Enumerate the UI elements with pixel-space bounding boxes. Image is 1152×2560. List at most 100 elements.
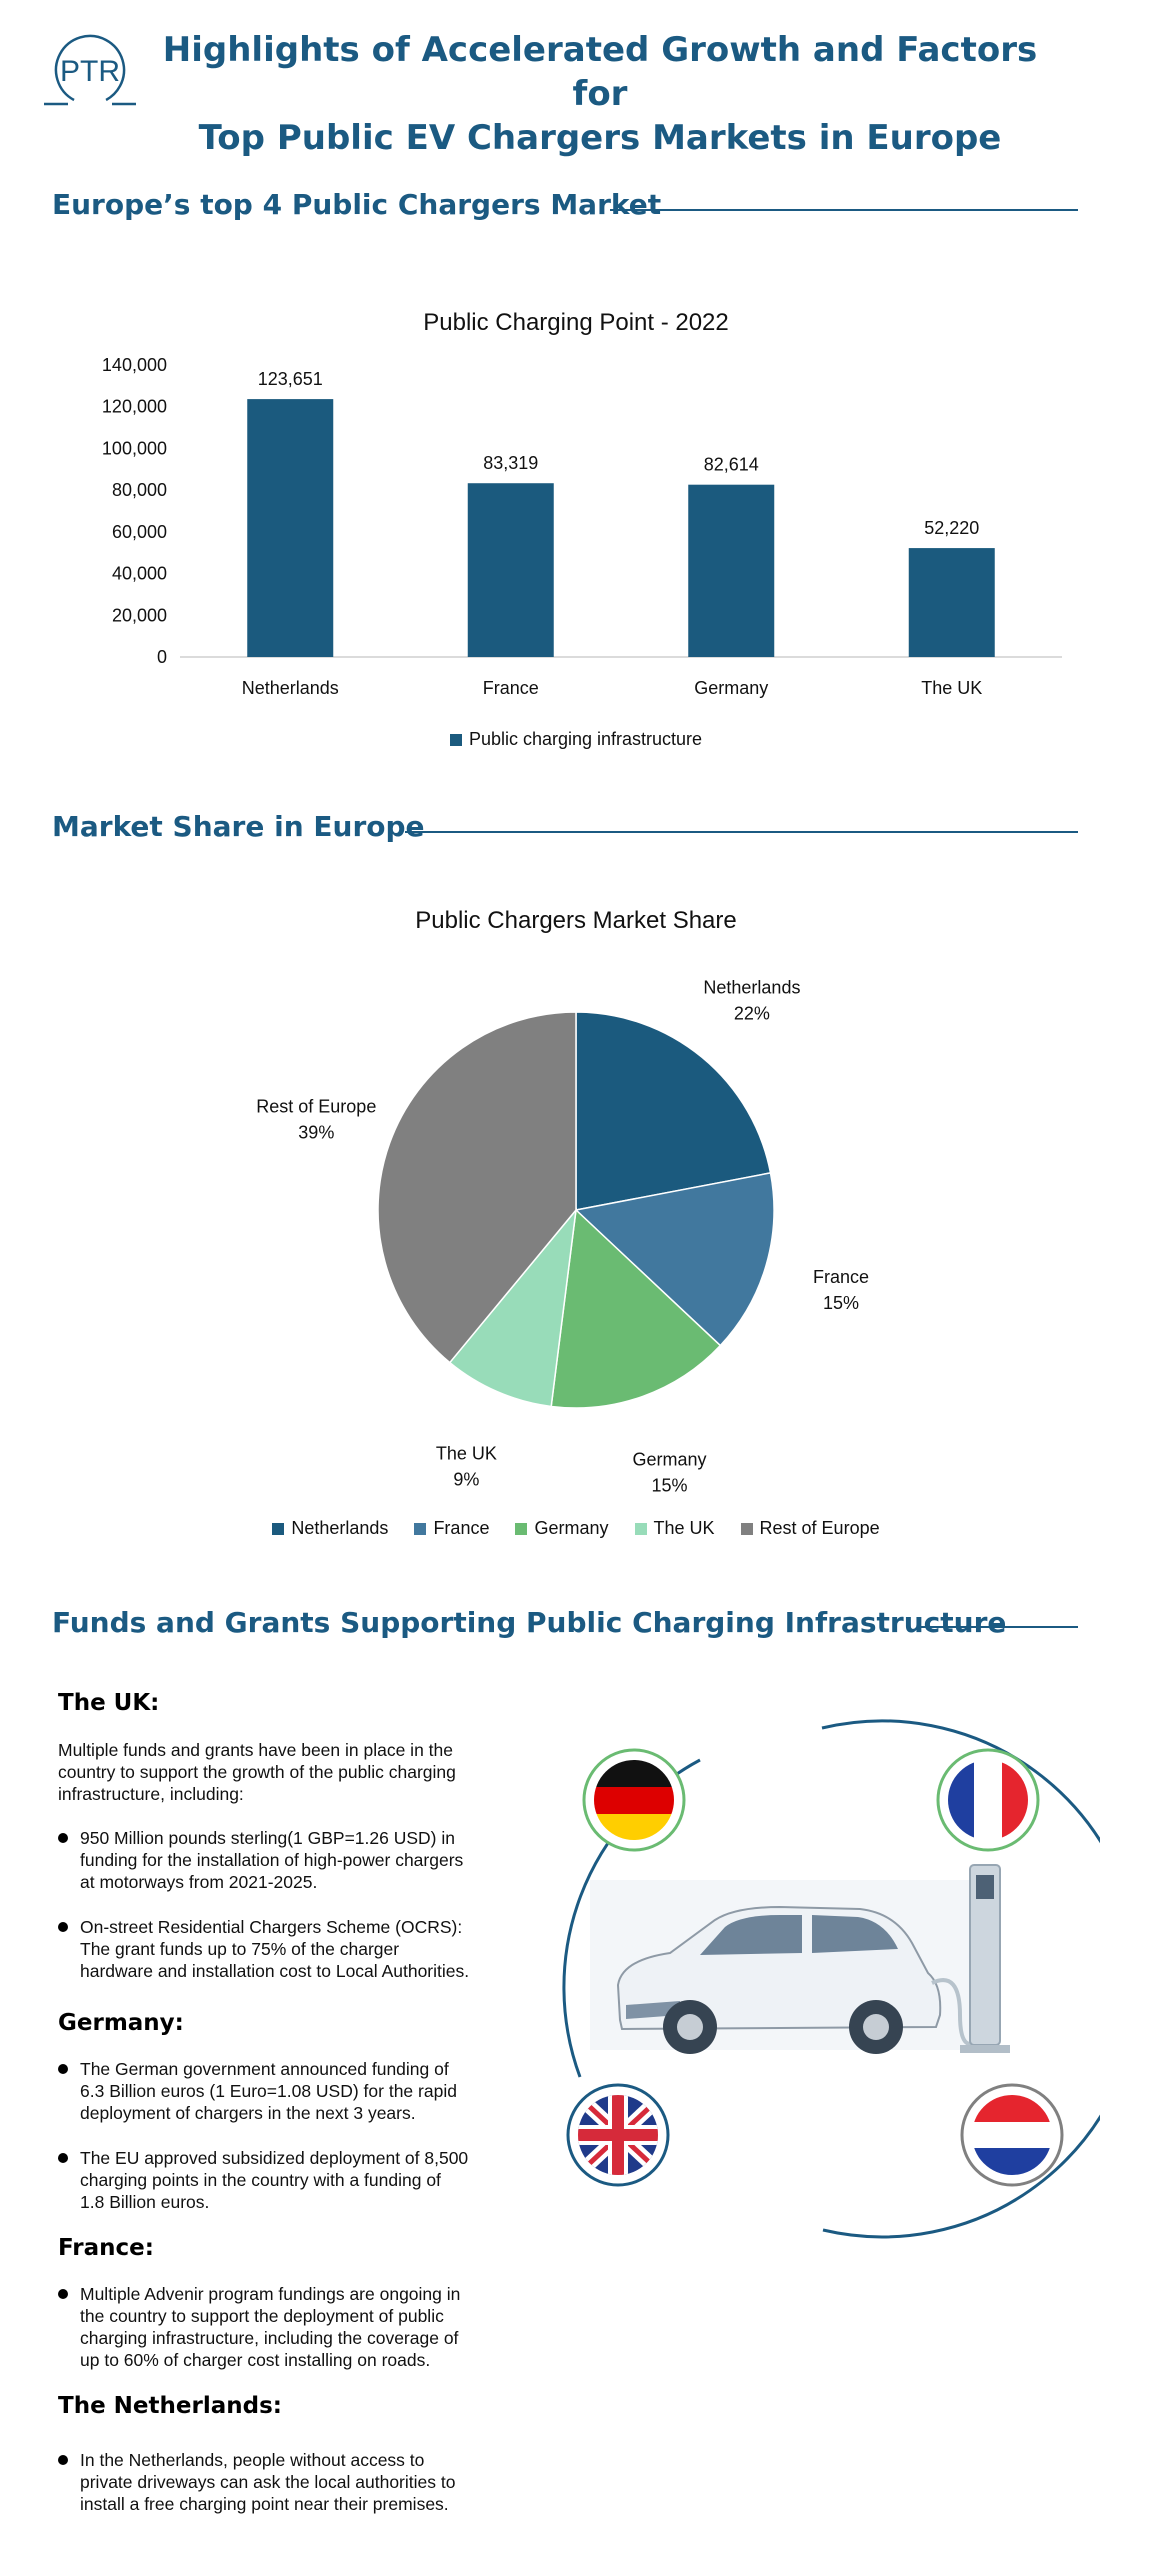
legend-swatch <box>414 1522 427 1535</box>
pie-chart-title: Public Chargers Market Share <box>415 907 736 934</box>
header: PTR Highlights of Accelerated Growth and… <box>0 0 1152 158</box>
legend-item-rest-of-europe: Rest of Europe <box>740 1518 880 1539</box>
legend-label: Germany <box>534 1518 609 1538</box>
bar-netherlands <box>247 399 334 657</box>
legend-item-germany: Germany <box>515 1518 609 1539</box>
germany-bullets: The German government announced funding … <box>58 2058 498 2213</box>
bullet-item: 950 Million pounds sterling(1 GBP=1.26 U… <box>58 1827 498 1893</box>
bullet-line: 950 Million pounds sterling(1 GBP=1.26 U… <box>80 1828 455 1848</box>
bullet-item: The EU approved subsidized deployment of… <box>58 2147 498 2213</box>
legend-swatch <box>272 1522 285 1535</box>
section-title-funds: Funds and Grants Supporting Public Charg… <box>52 1606 1007 1639</box>
decorative-arc-right <box>821 1719 1100 2239</box>
bar-chart: Public Charging Point - 2022 0 20,000 40,0… <box>102 309 1062 698</box>
bullet-line: private driveways can ask the local auth… <box>80 2472 456 2492</box>
bullet-item: On-street Residential Chargers Scheme (O… <box>58 1916 498 1982</box>
germany-flag-icon <box>582 1748 686 1852</box>
legend-label: Netherlands <box>291 1518 389 1538</box>
intro-line: infrastructure, including: <box>58 1784 244 1804</box>
page-title: Highlights of Accelerated Growth and Fac… <box>150 28 1050 160</box>
pie-slice-germany <box>550 1208 722 1409</box>
bar-data-label: 123,651 <box>258 369 323 389</box>
france-flag-icon <box>936 1748 1040 1852</box>
pie-label-name: Netherlands <box>703 977 800 997</box>
y-tick-label: 20,000 <box>112 605 167 625</box>
bullet-line: 6.3 Billion euros (1 Euro=1.08 USD) for … <box>80 2081 457 2101</box>
pie-chart: Public Chargers Market Share Netherlands… <box>256 907 869 1496</box>
bullet-line: charging infrastructure, including the c… <box>80 2328 459 2348</box>
pie-label-france: France 15% <box>813 1267 869 1313</box>
pie-label-the-uk: The UK 9% <box>436 1443 497 1489</box>
section-title-top4: Europe’s top 4 Public Chargers Market <box>52 188 662 221</box>
pie-label-value: 15% <box>823 1293 859 1313</box>
netherlands-flag-icon <box>960 2083 1064 2187</box>
legend-label: The UK <box>653 1518 715 1538</box>
pie-label-name: The UK <box>436 1443 497 1463</box>
x-tick-label: France <box>483 678 539 698</box>
pie-label-value: 39% <box>298 1123 334 1143</box>
legend-label: France <box>433 1518 490 1538</box>
pie-chart-labels: Netherlands 22% France 15% Germany 15% The UK 9… <box>256 977 869 1495</box>
france-bullets: Multiple Advenir program fundings are on… <box>58 2283 498 2371</box>
legend-label: Rest of Europe <box>759 1518 880 1538</box>
ev-charging-illustration <box>562 1719 1100 2239</box>
bullet-line: In the Netherlands, people without acces… <box>80 2450 425 2470</box>
title-line-2: Top Public EV Chargers Markets in Europe <box>198 118 1002 158</box>
intro-line: country to support the growth of the pub… <box>58 1762 456 1782</box>
pie-label-name: Germany <box>632 1450 706 1470</box>
bar-chart-bars: 123,651 83,319 82,614 52,220 <box>247 369 995 657</box>
bullet-line: hardware and installation cost to Local … <box>80 1961 470 1981</box>
x-tick-label: Netherlands <box>242 678 339 698</box>
bar-chart-y-axis: 0 20,000 40,000 60,000 80,000 100,000 120,000 1… <box>102 355 167 667</box>
bullet-line: On-street Residential Chargers Scheme (O… <box>80 1917 463 1937</box>
section-rule-share <box>405 831 1078 833</box>
bar-data-label: 83,319 <box>483 453 538 473</box>
bar-chart-title: Public Charging Point - 2022 <box>423 309 729 336</box>
section-rule-top4 <box>610 209 1078 211</box>
y-tick-label: 100,000 <box>102 438 167 458</box>
pie-slice-netherlands <box>575 1011 772 1211</box>
pie-label-rest-of-europe: Rest of Europe 39% <box>256 1097 376 1143</box>
legend-label: Public charging infrastructure <box>468 729 703 749</box>
y-tick-label: 40,000 <box>112 564 167 584</box>
pie-label-name: Rest of Europe <box>256 1097 376 1117</box>
bullet-item: In the Netherlands, people without acces… <box>58 2449 498 2515</box>
y-tick-label: 80,000 <box>112 480 167 500</box>
bullet-line: deployment of chargers in the next 3 yea… <box>80 2103 416 2123</box>
pie-label-germany: Germany 15% <box>632 1450 706 1496</box>
pie-label-value: 22% <box>734 1003 770 1023</box>
funds-text: The UK: Multiple funds and grants have b… <box>58 1680 498 2515</box>
y-tick-label: 120,000 <box>102 397 167 417</box>
charging-station-icon <box>960 1864 1010 2053</box>
legend-item-france: France <box>414 1518 489 1539</box>
bullet-line: charging points in the country with a fu… <box>80 2170 441 2190</box>
intro-line: Multiple funds and grants have been in p… <box>58 1740 453 1760</box>
bar-chart-x-axis: Netherlands France Germany The UK <box>242 678 983 698</box>
pie-slice-france <box>574 1172 775 1347</box>
uk-flag-icon <box>566 2083 670 2187</box>
bullet-line: 1.8 Billion euros. <box>80 2192 210 2212</box>
y-tick-label: 60,000 <box>112 522 167 542</box>
legend-item-public-charging: Public charging infrastructure <box>449 729 703 750</box>
y-tick-label: 0 <box>157 647 167 667</box>
bullet-line: The grant funds up to 75% of the charger <box>80 1939 400 1959</box>
title-line-1: Highlights of Accelerated Growth and Fac… <box>162 30 1038 114</box>
bullet-item: The German government announced funding … <box>58 2058 498 2124</box>
bar-the-uk <box>908 548 995 657</box>
legend-swatch <box>634 1522 647 1535</box>
bullet-line: Multiple Advenir program fundings are on… <box>80 2284 461 2304</box>
bar-chart-legend: Public charging infrastructure <box>0 729 1152 750</box>
legend-swatch <box>740 1522 753 1535</box>
bullet-line: The EU approved subsidized deployment of… <box>80 2148 469 2168</box>
bar-france <box>467 483 554 657</box>
pie-label-value: 9% <box>453 1469 479 1489</box>
bullet-line: the country to support the deployment of… <box>80 2306 444 2326</box>
logo-text: PTR <box>60 55 120 88</box>
legend-item-netherlands: Netherlands <box>272 1518 388 1539</box>
bullet-line: The German government announced funding … <box>80 2059 449 2079</box>
pie-slice-the-uk <box>448 1207 578 1408</box>
bullet-line: up to 60% of charger cost installing on … <box>80 2350 431 2370</box>
bar-data-label: 52,220 <box>924 518 979 538</box>
legend-item-the-uk: The UK <box>634 1518 715 1539</box>
x-tick-label: The UK <box>921 678 982 698</box>
